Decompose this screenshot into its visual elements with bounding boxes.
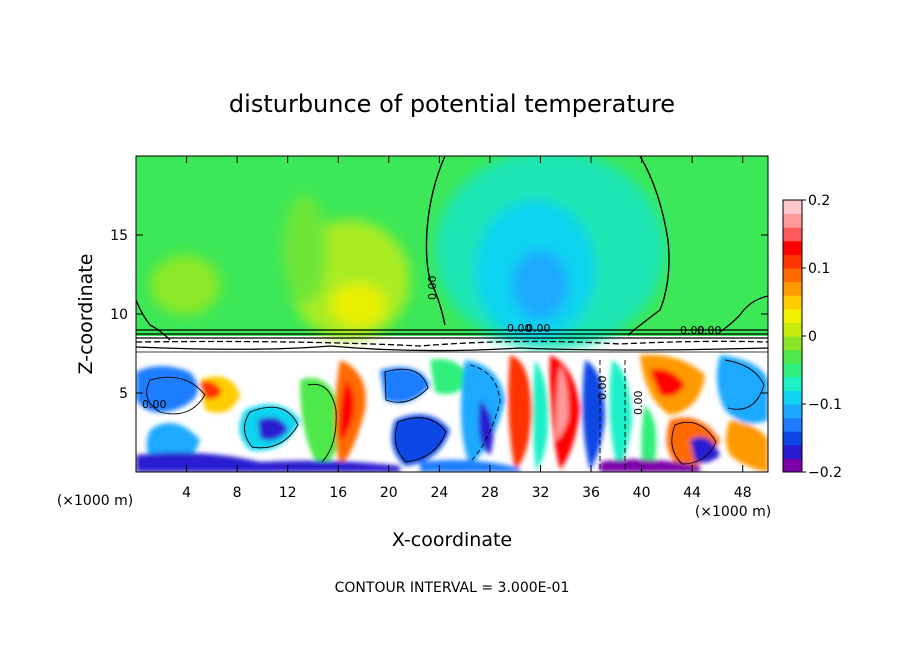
colorbar-swatch (783, 254, 802, 269)
colorbar-swatch (783, 295, 802, 310)
warm-blob-left (150, 255, 220, 315)
x-tick-label: 48 (734, 485, 752, 501)
tropopause-contours (136, 295, 768, 353)
colorbar-swatch (783, 390, 802, 405)
y-axis-label: Z-coordinate (75, 254, 97, 375)
colorbar-swatch (783, 458, 802, 473)
contour-label: 0.00 (697, 324, 722, 337)
contour-label: 0.00 (526, 322, 551, 335)
chart-title: disturbunce of potential temperature (229, 90, 675, 118)
x-axis-unit-right: (×1000 m) (695, 504, 771, 520)
cold-core (512, 250, 568, 320)
colorbar-swatch (783, 322, 802, 337)
x-tick-label: 32 (532, 485, 550, 501)
colorbar-swatch (783, 444, 802, 459)
x-tick-label: 24 (430, 485, 448, 501)
x-axis-label: X-coordinate (392, 529, 512, 551)
x-tick-label: 20 (380, 485, 398, 501)
colorbar-swatch (783, 308, 802, 323)
y-tick-label: 10 (110, 307, 128, 323)
colorbar-tick-label: −0.1 (808, 397, 842, 413)
x-tick-label: 44 (683, 485, 701, 501)
x-tick-label: 28 (481, 485, 499, 501)
x-axis-unit-left: (×1000 m) (57, 493, 133, 509)
colorbar-swatch (783, 363, 802, 378)
contour-label: 0.00 (142, 398, 167, 411)
colorbar-tick-label: 0.1 (808, 261, 830, 277)
colorbar-swatch (783, 376, 802, 391)
field-anomalies (150, 156, 665, 350)
contour-interval-footer: CONTOUR INTERVAL = 3.000E-01 (335, 580, 570, 596)
contour-label: 0.00 (507, 322, 532, 335)
x-tick-label: 40 (633, 485, 651, 501)
colorbar-swatch (783, 336, 802, 351)
colorbar-swatch (783, 213, 802, 228)
colorbar-swatch (783, 417, 802, 432)
colorbar-tick-label: 0.2 (808, 193, 830, 209)
y-tick-label: 15 (110, 228, 128, 244)
turbulent-anomalies (136, 354, 768, 472)
x-tick-label: 36 (582, 485, 600, 501)
x-tick-label: 12 (279, 485, 297, 501)
colorbar-swatch (783, 431, 802, 446)
colorbar-swatch (783, 281, 802, 296)
colorbar: 0.2 0.1 0 −0.1 −0.2 (782, 193, 842, 481)
colorbar-swatch (783, 227, 802, 242)
y-tick-label: 5 (119, 386, 128, 402)
contour-label: 0.00 (632, 391, 645, 416)
warm-blob-mid (283, 195, 327, 305)
upper-contours (425, 156, 670, 336)
x-tick-label: 4 (182, 485, 191, 501)
contour-label: 0.00 (680, 324, 705, 337)
colorbar-swatch (783, 349, 802, 364)
colorbar-swatch (783, 404, 802, 419)
warm-core (330, 283, 386, 327)
colorbar-tick-label: −0.2 (808, 465, 842, 481)
x-tick-label: 8 (233, 485, 242, 501)
colorbar-swatch (783, 200, 802, 215)
colorbar-swatch (783, 240, 802, 255)
contour-label: 0.00 (596, 376, 609, 401)
plot-area: 0.00 0.00 0.00 0.00 0.00 0.00 0.00 0.00 (136, 156, 768, 472)
colorbar-swatch (783, 268, 802, 283)
x-tick-label: 16 (329, 485, 347, 501)
contour-label: 0.00 (426, 276, 439, 301)
contour-labels: 0.00 0.00 0.00 0.00 0.00 0.00 0.00 0.00 (142, 276, 722, 416)
colorbar-tick-label: 0 (808, 329, 817, 345)
lower-contours (146, 359, 765, 470)
